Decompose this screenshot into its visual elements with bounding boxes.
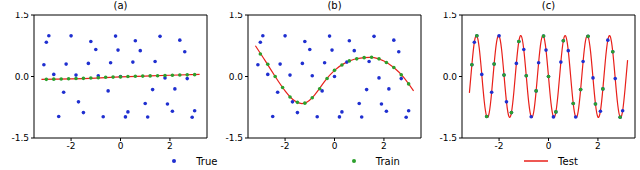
svg-text:0.0: 0.0	[15, 72, 30, 82]
svg-text:0: 0	[118, 141, 124, 151]
svg-text:1.5: 1.5	[443, 12, 457, 20]
svg-text:0: 0	[332, 141, 338, 151]
svg-text:1.5: 1.5	[229, 12, 243, 20]
svg-text:-1.5: -1.5	[225, 133, 243, 143]
svg-text:1.5: 1.5	[15, 12, 29, 20]
html-text:Test: Test	[558, 155, 578, 167]
svg-text:-2: -2	[67, 141, 76, 151]
html-text:(b): (b)	[327, 0, 342, 11]
svg-text:-1.5: -1.5	[11, 133, 29, 143]
svg-text:0: 0	[546, 141, 552, 151]
html-text:(c): (c)	[541, 0, 556, 11]
svg-text:-2: -2	[495, 141, 504, 151]
html-text:(a): (a)	[113, 0, 128, 11]
svg-text:2: 2	[595, 141, 601, 151]
svg-text:2: 2	[167, 141, 173, 151]
svg-text:0.0: 0.0	[229, 72, 244, 82]
html-text:True: True	[196, 155, 218, 167]
html-text:Train: Train	[375, 155, 400, 167]
svg-text:0.0: 0.0	[443, 72, 458, 82]
svg-text:2: 2	[381, 141, 387, 151]
svg-text:-1.5: -1.5	[439, 133, 457, 143]
svg-text:-2: -2	[281, 141, 290, 151]
